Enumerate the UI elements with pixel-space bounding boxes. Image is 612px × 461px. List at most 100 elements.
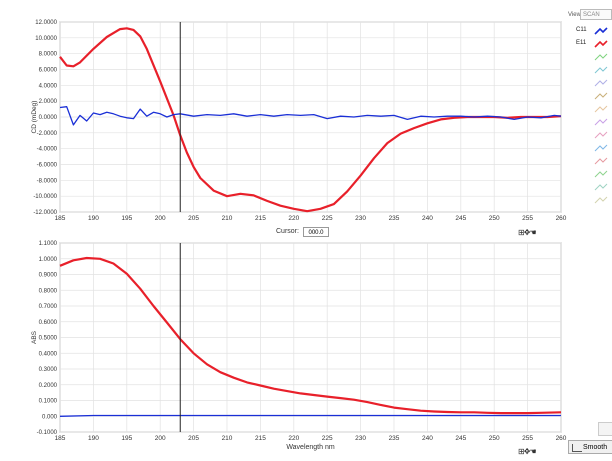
y-tick-label: -2.0000 bbox=[37, 131, 58, 137]
legend-item[interactable] bbox=[568, 130, 612, 141]
line-swatch-icon bbox=[594, 131, 608, 139]
series-line-c11 bbox=[59, 106, 562, 126]
y-tick-label: 10.0000 bbox=[35, 36, 57, 42]
y-tick-label: 0.0000 bbox=[39, 115, 58, 121]
x-tick-label: 210 bbox=[222, 215, 233, 222]
legend-item[interactable] bbox=[568, 195, 612, 206]
y-tick-label: 12.0000 bbox=[35, 20, 57, 26]
y-tick-label: 0.5000 bbox=[39, 336, 58, 342]
y-tick-label: 0.3000 bbox=[39, 367, 58, 373]
line-swatch-icon bbox=[594, 157, 608, 165]
y-tick-label: 1.1000 bbox=[39, 241, 58, 247]
line-swatch-icon bbox=[594, 170, 608, 178]
y-axis-label: CD (mDeg) bbox=[31, 101, 38, 134]
x-tick-label: 260 bbox=[556, 215, 567, 222]
legend-item[interactable] bbox=[568, 78, 612, 89]
legend-item[interactable] bbox=[568, 52, 612, 63]
legend-item[interactable]: C11 bbox=[568, 26, 612, 37]
y-tick-label: 1.0000 bbox=[39, 257, 58, 263]
legend-item[interactable] bbox=[568, 182, 612, 193]
line-swatch-icon bbox=[594, 27, 608, 35]
x-tick-label: 255 bbox=[522, 435, 533, 442]
x-tick-label: 200 bbox=[155, 435, 166, 442]
x-tick-label: 255 bbox=[522, 215, 533, 222]
x-tick-label: 250 bbox=[489, 215, 500, 222]
x-tick-label: 195 bbox=[121, 435, 132, 442]
legend-item[interactable] bbox=[568, 65, 612, 76]
line-swatch-icon bbox=[594, 53, 608, 61]
x-tick-label: 225 bbox=[322, 215, 333, 222]
x-tick-label: 220 bbox=[288, 435, 299, 442]
pan-tool-icon[interactable]: ✥ bbox=[523, 447, 531, 456]
y-tick-label: 4.0000 bbox=[39, 83, 58, 89]
view-select[interactable]: SCAN bbox=[580, 9, 612, 20]
cursor-label: Cursor: bbox=[276, 228, 299, 235]
series-line-e11 bbox=[59, 27, 562, 213]
x-tick-label: 225 bbox=[322, 435, 333, 442]
x-tick-label: 200 bbox=[155, 215, 166, 222]
y-tick-label: -8.0000 bbox=[37, 178, 58, 184]
x-tick-label: 240 bbox=[422, 435, 433, 442]
legend-item[interactable]: E11 bbox=[568, 39, 612, 50]
line-swatch-icon bbox=[594, 66, 608, 74]
y-axis-label: ABS bbox=[31, 330, 38, 344]
x-tick-label: 185 bbox=[55, 215, 66, 222]
legend-item[interactable] bbox=[568, 143, 612, 154]
legend-item[interactable] bbox=[568, 117, 612, 128]
y-tick-label: 0.7000 bbox=[39, 304, 58, 310]
x-tick-label: 260 bbox=[556, 435, 567, 442]
x-tick-label: 205 bbox=[188, 215, 199, 222]
x-tick-label: 185 bbox=[55, 435, 66, 442]
x-tick-label: 220 bbox=[288, 215, 299, 222]
legend-label: E11 bbox=[576, 40, 587, 46]
cursor-position-field[interactable]: 000.0 bbox=[303, 227, 329, 237]
y-tick-label: -10.0000 bbox=[33, 194, 57, 200]
legend-item[interactable] bbox=[568, 156, 612, 167]
y-tick-label: 2.0000 bbox=[39, 99, 58, 105]
x-tick-label: 195 bbox=[121, 215, 132, 222]
y-tick-label: 0.8000 bbox=[39, 288, 58, 294]
series-line-e11 bbox=[59, 256, 562, 415]
y-tick-label: 8.0000 bbox=[39, 52, 58, 58]
x-tick-label: 205 bbox=[188, 435, 199, 442]
x-tick-label: 235 bbox=[389, 435, 400, 442]
y-tick-label: -12.0000 bbox=[33, 210, 57, 216]
line-swatch-icon bbox=[594, 92, 608, 100]
hand-tool-icon[interactable]: ☚ bbox=[529, 228, 536, 237]
y-tick-label: 0.9000 bbox=[39, 273, 58, 279]
y-tick-label: 0.000 bbox=[42, 414, 58, 420]
x-tick-label: 245 bbox=[455, 215, 466, 222]
legend-item[interactable] bbox=[568, 91, 612, 102]
zoom-tool-icon[interactable]: ⊞ bbox=[518, 228, 525, 237]
y-tick-label: -4.0000 bbox=[37, 147, 58, 153]
x-tick-label: 210 bbox=[222, 435, 233, 442]
x-tick-label: 215 bbox=[255, 215, 266, 222]
smooth-button[interactable]: Smooth bbox=[568, 440, 612, 454]
x-tick-label: 250 bbox=[489, 435, 500, 442]
y-tick-label: 0.6000 bbox=[39, 320, 58, 326]
legend-item[interactable] bbox=[568, 104, 612, 115]
view-legend-panel: View: SCAN C11 E11 bbox=[568, 2, 612, 262]
pan-tool-icon[interactable]: ✥ bbox=[523, 228, 531, 237]
view-label: View: bbox=[568, 12, 583, 18]
x-axis-label: Wavelength nm bbox=[286, 444, 335, 451]
y-tick-label: 0.1000 bbox=[39, 399, 58, 405]
legend-item[interactable] bbox=[568, 169, 612, 180]
series-line-c11 bbox=[59, 414, 561, 417]
zoom-tool-icon[interactable]: ⊞ bbox=[518, 447, 525, 456]
x-tick-label: 190 bbox=[88, 215, 99, 222]
line-swatch-icon bbox=[594, 183, 608, 191]
line-swatch-icon bbox=[594, 196, 608, 204]
y-tick-label: 6.0000 bbox=[39, 68, 58, 74]
line-swatch-icon bbox=[594, 79, 608, 87]
scroll-button[interactable] bbox=[598, 422, 612, 436]
smooth-label: Smooth bbox=[583, 444, 608, 451]
cursor-control: Cursor: 000.0 bbox=[276, 227, 336, 238]
y-tick-label: 0.2000 bbox=[39, 383, 58, 389]
hand-tool-icon[interactable]: ☚ bbox=[529, 447, 536, 456]
graph-tools-bottom: ⊞✥☚ bbox=[518, 447, 540, 456]
y-tick-label: -6.0000 bbox=[37, 163, 58, 169]
line-swatch-icon bbox=[594, 118, 608, 126]
